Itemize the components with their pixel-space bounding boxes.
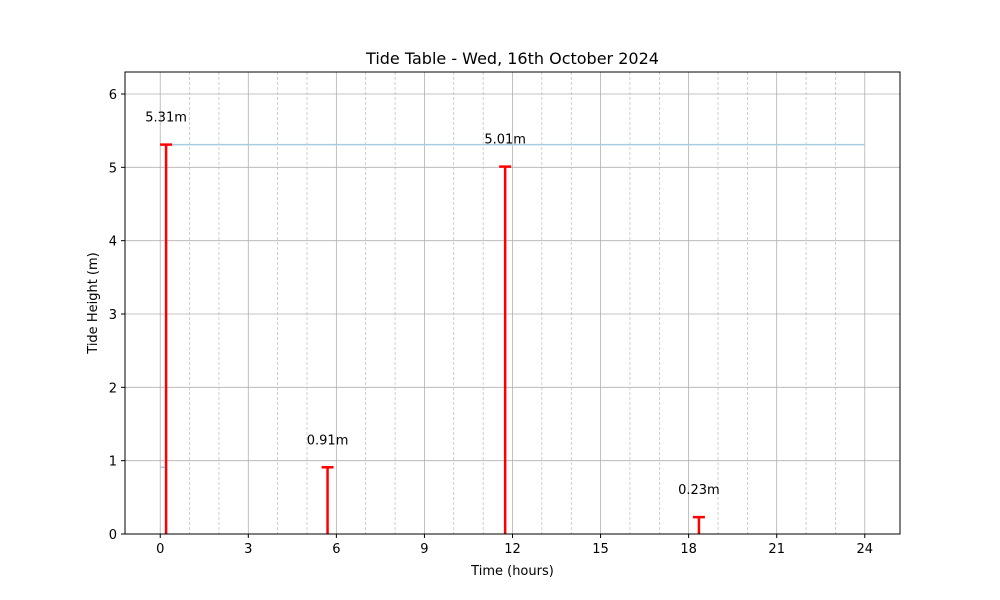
x-tick-label: 24	[856, 542, 873, 557]
x-tick-label: 18	[680, 542, 697, 557]
x-tick-label: 12	[504, 542, 521, 557]
x-tick-label: 21	[768, 542, 785, 557]
y-tick-label: 6	[109, 88, 117, 103]
tide-label: 5.31m	[145, 111, 187, 126]
chart-title: Tide Table - Wed, 16th October 2024	[365, 49, 659, 68]
y-axis-label: Tide Height (m)	[86, 252, 101, 354]
x-tick-label: 0	[156, 542, 164, 557]
y-tick-label: 5	[109, 161, 117, 176]
tide-label: 5.01m	[484, 133, 526, 148]
tide-label: 0.23m	[678, 483, 720, 498]
y-tick-label: 1	[109, 455, 117, 470]
tide-bars	[160, 143, 705, 534]
x-tick-label: 3	[244, 542, 252, 557]
y-tick-label: 3	[109, 308, 117, 323]
y-tick-label: 2	[109, 381, 117, 396]
y-tick-label: 4	[109, 235, 117, 250]
x-tick-label: 6	[332, 542, 340, 557]
tide-annotations: 5.31m 0.91m 5.01m 0.23m	[145, 111, 719, 499]
x-tick-label: 15	[592, 542, 609, 557]
grid	[125, 72, 900, 535]
x-axis-label: Time (hours)	[470, 564, 554, 579]
y-tick-label: 0	[109, 528, 117, 543]
x-tick-label: 9	[420, 542, 428, 557]
tide-label: 0.91m	[307, 433, 349, 448]
